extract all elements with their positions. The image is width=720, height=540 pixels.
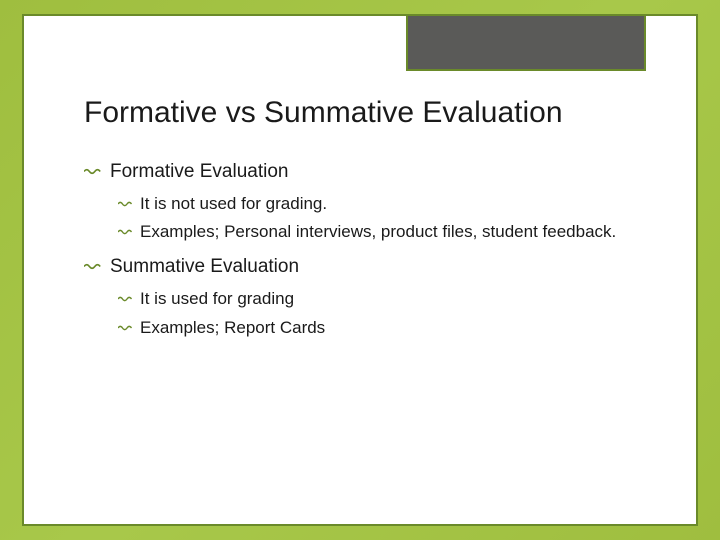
list-item: Examples; Personal interviews, product f…: [84, 221, 656, 244]
slide-content: Formative vs Summative Evaluation Format…: [84, 96, 656, 346]
slide-frame: Formative vs Summative Evaluation Format…: [22, 14, 698, 526]
decoration-box: [406, 16, 646, 71]
list-item: It is not used for grading.: [84, 193, 656, 216]
slide-title: Formative vs Summative Evaluation: [84, 96, 656, 131]
list-item: It is used for grading: [84, 288, 656, 311]
section-heading: Formative Evaluation: [84, 161, 656, 183]
list-item: Examples; Report Cards: [84, 317, 656, 340]
section-heading: Summative Evaluation: [84, 256, 656, 278]
